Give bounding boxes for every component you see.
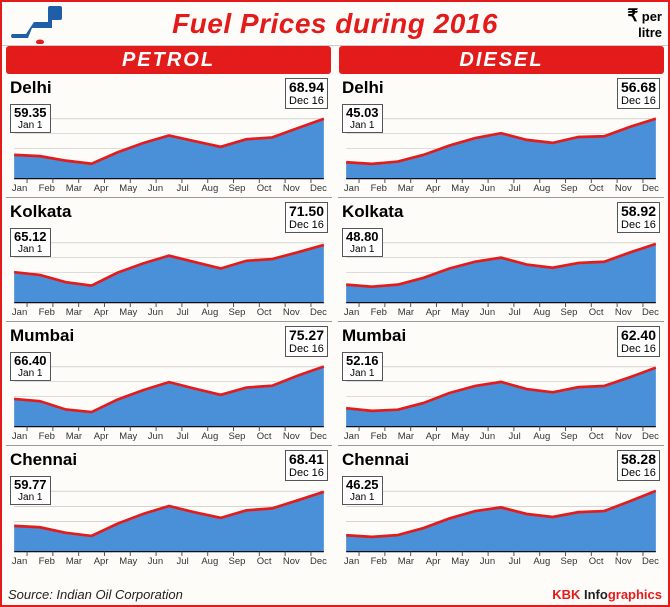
city-label: Mumbai — [10, 326, 74, 346]
chart-mumbai-petrol: Mumbai 75.27Dec 16 66.40Jan 1 JanFebMarAprM… — [6, 324, 332, 446]
city-label: Chennai — [342, 450, 409, 470]
fuel-nozzle-icon — [8, 4, 68, 44]
end-value-box: 75.27Dec 16 — [285, 326, 328, 357]
chart-chennai-petrol: Chennai 68.41Dec 16 59.77Jan 1 JanFebMarApr… — [6, 448, 332, 570]
main-title: Fuel Prices during 2016 — [68, 8, 602, 40]
end-value-box: 62.40Dec 16 — [617, 326, 660, 357]
chart-chennai-diesel: Chennai 58.28Dec 16 46.25Jan 1 JanFebMarApr… — [338, 448, 664, 570]
city-label: Kolkata — [342, 202, 403, 222]
x-axis-labels: JanFebMarAprMayJunJulAugSepOctNovDec — [6, 556, 332, 570]
city-label: Delhi — [10, 78, 52, 98]
start-value-box: 48.80Jan 1 — [342, 228, 383, 257]
brand-label: KBK Infographics — [552, 587, 662, 602]
end-value-box: 58.92Dec 16 — [617, 202, 660, 233]
end-value-box: 68.94Dec 16 — [285, 78, 328, 109]
chart-kolkata-diesel: Kolkata 58.92Dec 16 48.80Jan 1 JanFebMarApr… — [338, 200, 664, 322]
chart-kolkata-petrol: Kolkata 71.50Dec 16 65.12Jan 1 JanFebMarApr… — [6, 200, 332, 322]
end-value-box: 58.28Dec 16 — [617, 450, 660, 481]
city-label: Chennai — [10, 450, 77, 470]
city-label: Kolkata — [10, 202, 71, 222]
x-axis-labels: JanFebMarAprMayJunJulAugSepOctNovDec — [6, 307, 332, 321]
column-header-diesel: DIESEL — [339, 46, 664, 74]
x-axis-labels: JanFebMarAprMayJunJulAugSepOctNovDec — [338, 307, 664, 321]
x-axis-labels: JanFebMarAprMayJunJulAugSepOctNovDec — [6, 183, 332, 197]
unit-label: ₹ per litre — [602, 7, 662, 40]
chart-delhi-diesel: Delhi 56.68Dec 16 45.03Jan 1 JanFebMarAprMa… — [338, 76, 664, 198]
column-header-petrol: PETROL — [6, 46, 331, 74]
chart-delhi-petrol: Delhi 68.94Dec 16 59.35Jan 1 JanFebMarAprMa… — [6, 76, 332, 198]
city-label: Mumbai — [342, 326, 406, 346]
source-label: Source: Indian Oil Corporation — [8, 587, 183, 602]
title-row: Fuel Prices during 2016 ₹ per litre — [2, 2, 668, 46]
end-value-box: 56.68Dec 16 — [617, 78, 660, 109]
start-value-box: 46.25Jan 1 — [342, 476, 383, 505]
x-axis-labels: JanFebMarAprMayJunJulAugSepOctNovDec — [338, 183, 664, 197]
start-value-box: 45.03Jan 1 — [342, 104, 383, 133]
end-value-box: 68.41Dec 16 — [285, 450, 328, 481]
chart-svg — [338, 76, 664, 183]
chart-mumbai-diesel: Mumbai 62.40Dec 16 52.16Jan 1 JanFebMarAprM… — [338, 324, 664, 446]
end-value-box: 71.50Dec 16 — [285, 202, 328, 233]
column-headers: PETROL DIESEL — [2, 46, 668, 74]
start-value-box: 66.40Jan 1 — [10, 352, 51, 381]
infographic-container: Fuel Prices during 2016 ₹ per litre PETR… — [0, 0, 670, 607]
charts-grid: Delhi 68.94Dec 16 59.35Jan 1 JanFebMarAprMa… — [2, 74, 668, 572]
start-value-box: 59.35Jan 1 — [10, 104, 51, 133]
start-value-box: 65.12Jan 1 — [10, 228, 51, 257]
x-axis-labels: JanFebMarAprMayJunJulAugSepOctNovDec — [6, 431, 332, 445]
x-axis-labels: JanFebMarAprMayJunJulAugSepOctNovDec — [338, 431, 664, 445]
rupee-icon: ₹ — [627, 6, 638, 25]
city-label: Delhi — [342, 78, 384, 98]
x-axis-labels: JanFebMarAprMayJunJulAugSepOctNovDec — [338, 556, 664, 570]
start-value-box: 59.77Jan 1 — [10, 476, 51, 505]
chart-svg — [6, 76, 332, 183]
footer: Source: Indian Oil Corporation KBK Infog… — [8, 585, 662, 603]
start-value-box: 52.16Jan 1 — [342, 352, 383, 381]
